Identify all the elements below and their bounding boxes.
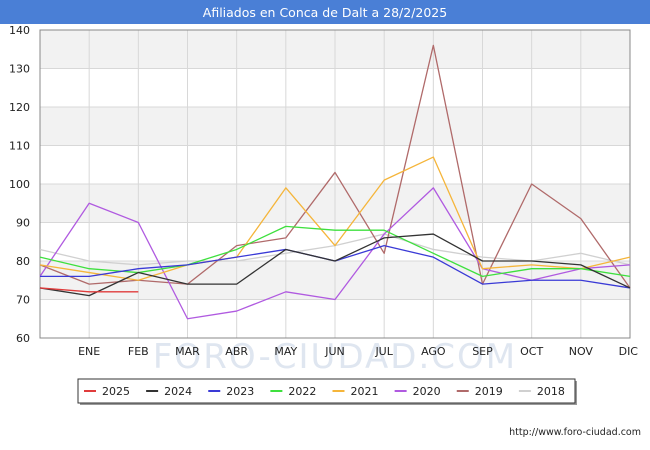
series-line-2021 bbox=[39, 156, 631, 281]
legend-label-2020: 2020 bbox=[413, 385, 441, 398]
x-tick-label: MAR bbox=[175, 345, 200, 358]
x-tick-label: AGO bbox=[421, 345, 446, 358]
legend-label-2021: 2021 bbox=[351, 385, 379, 398]
y-tick-label: 130 bbox=[9, 63, 30, 76]
x-tick-label: OCT bbox=[520, 345, 543, 358]
y-tick-label: 120 bbox=[9, 101, 30, 114]
legend-label-2019: 2019 bbox=[475, 385, 503, 398]
x-tick-label: JUN bbox=[324, 345, 345, 358]
x-axis: ENE FEB MAR ABR MAY JUN JUL AGO SEP OCT NOV DIC bbox=[78, 345, 638, 358]
series-line-2024 bbox=[39, 233, 631, 297]
x-tick-label: ABR bbox=[225, 345, 248, 358]
plot-frame bbox=[39, 29, 631, 339]
x-tick-label: FEB bbox=[128, 345, 149, 358]
x-tick-label: SEP bbox=[472, 345, 493, 358]
x-tick-label: DIC bbox=[619, 345, 639, 358]
series-lines bbox=[39, 44, 631, 320]
legend-label-2025: 2025 bbox=[102, 385, 130, 398]
y-tick-label: 80 bbox=[16, 255, 30, 268]
x-tick-label: ENE bbox=[78, 345, 100, 358]
watermark-text: FORO-CIUDAD.COM bbox=[153, 337, 517, 377]
y-tick-label: 100 bbox=[9, 178, 30, 191]
x-tick-label: NOV bbox=[569, 345, 594, 358]
y-tick-label: 110 bbox=[9, 140, 30, 153]
legend-label-2022: 2022 bbox=[288, 385, 316, 398]
series-line-2025 bbox=[39, 287, 139, 293]
x-tick-label: JUL bbox=[374, 345, 393, 358]
legend-label-2024: 2024 bbox=[164, 385, 192, 398]
y-axis: 60 70 80 90 100 110 120 130 140 bbox=[9, 24, 30, 345]
source-credit: http://www.foro-ciudad.com bbox=[509, 427, 641, 438]
legend-label-2023: 2023 bbox=[226, 385, 254, 398]
y-tick-label: 60 bbox=[16, 332, 30, 345]
x-tick-label: MAY bbox=[274, 345, 297, 358]
chart-title: Afiliados en Conca de Dalt a 28/2/2025 bbox=[0, 0, 650, 24]
legend-box bbox=[77, 378, 576, 404]
y-tick-label: 90 bbox=[16, 217, 30, 230]
legend: 2025 2024 2023 2022 2021 2020 2019 2018 bbox=[77, 378, 577, 405]
y-tick-label: 70 bbox=[16, 294, 30, 307]
y-tick-label: 140 bbox=[9, 24, 30, 37]
legend-label-2018: 2018 bbox=[537, 385, 565, 398]
